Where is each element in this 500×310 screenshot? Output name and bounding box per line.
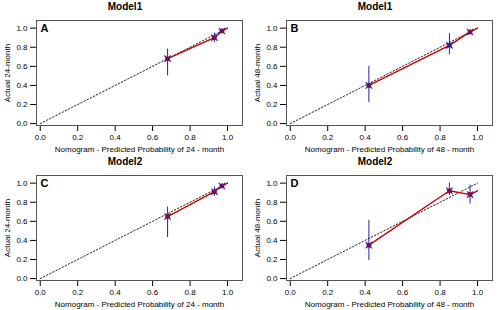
html-text:Model1: Model1 [357,1,393,12]
svg-text:0.4: 0.4 [360,288,372,297]
svg-text:C: C [41,177,49,189]
svg-text:Nomogram - Predicted Probabili: Nomogram - Predicted Probability of 24 -… [55,300,224,309]
svg-text:0.4: 0.4 [266,236,278,245]
svg-text:1.0: 1.0 [16,24,28,33]
svg-text:0.8: 0.8 [16,198,28,207]
svg-text:0.2: 0.2 [322,133,334,142]
svg-text:0.6: 0.6 [147,288,159,297]
svg-text:0.4: 0.4 [360,133,372,142]
svg-text:1.0: 1.0 [266,24,278,33]
svg-text:0.8: 0.8 [435,288,447,297]
svg-text:Actual 24-month: Actual 24-month [3,44,12,102]
svg-text:0.2: 0.2 [16,255,28,264]
svg-text:0.2: 0.2 [72,133,84,142]
html-text:Model2: Model2 [357,156,393,167]
svg-text:Actual 48-month: Actual 48-month [253,199,262,257]
svg-text:0.4: 0.4 [266,81,278,90]
svg-text:0.0: 0.0 [16,119,28,128]
svg-text:0.8: 0.8 [185,288,197,297]
svg-text:0.8: 0.8 [185,133,197,142]
svg-text:0.0: 0.0 [16,274,28,283]
svg-text:0.2: 0.2 [266,255,278,264]
svg-text:0.0: 0.0 [35,133,47,142]
svg-text:0.2: 0.2 [266,100,278,109]
svg-text:0.0: 0.0 [285,288,297,297]
svg-text:1.0: 1.0 [16,179,28,188]
svg-text:0.6: 0.6 [266,62,278,71]
svg-text:0.8: 0.8 [266,198,278,207]
svg-text:0.6: 0.6 [397,288,409,297]
svg-text:0.0: 0.0 [35,288,47,297]
svg-text:1.0: 1.0 [266,179,278,188]
svg-text:0.4: 0.4 [16,81,28,90]
svg-text:0.0: 0.0 [266,119,278,128]
svg-text:0.8: 0.8 [16,43,28,52]
svg-text:0.4: 0.4 [16,236,28,245]
svg-text:Nomogram - Predicted Probabili: Nomogram - Predicted Probability of 24 -… [55,145,224,154]
svg-text:0.2: 0.2 [16,100,28,109]
svg-text:1.0: 1.0 [222,133,234,142]
svg-text:1.0: 1.0 [222,288,234,297]
svg-text:D: D [291,177,299,189]
svg-text:A: A [41,22,49,34]
svg-text:0.8: 0.8 [435,133,447,142]
svg-text:0.0: 0.0 [285,133,297,142]
svg-text:0.4: 0.4 [110,288,122,297]
svg-text:0.6: 0.6 [147,133,159,142]
svg-text:0.2: 0.2 [322,288,334,297]
html-text:Model2: Model2 [107,156,143,167]
svg-text:0.6: 0.6 [16,62,28,71]
svg-text:0.6: 0.6 [266,217,278,226]
svg-text:Nomogram - Predicted Probabili: Nomogram - Predicted Probability of 48 -… [305,300,474,309]
svg-text:0.2: 0.2 [72,288,84,297]
svg-text:0.6: 0.6 [16,217,28,226]
svg-text:B: B [291,22,299,34]
svg-text:Actual 48-month: Actual 48-month [253,44,262,102]
svg-text:0.8: 0.8 [266,43,278,52]
svg-text:Actual 24-month: Actual 24-month [3,199,12,257]
svg-text:1.0: 1.0 [472,288,484,297]
html-text:Model1: Model1 [107,1,143,12]
svg-text:Nomogram - Predicted Probabili: Nomogram - Predicted Probability of 48 -… [305,145,474,154]
svg-text:0.4: 0.4 [110,133,122,142]
svg-text:0.6: 0.6 [397,133,409,142]
svg-text:1.0: 1.0 [472,133,484,142]
svg-text:0.0: 0.0 [266,274,278,283]
